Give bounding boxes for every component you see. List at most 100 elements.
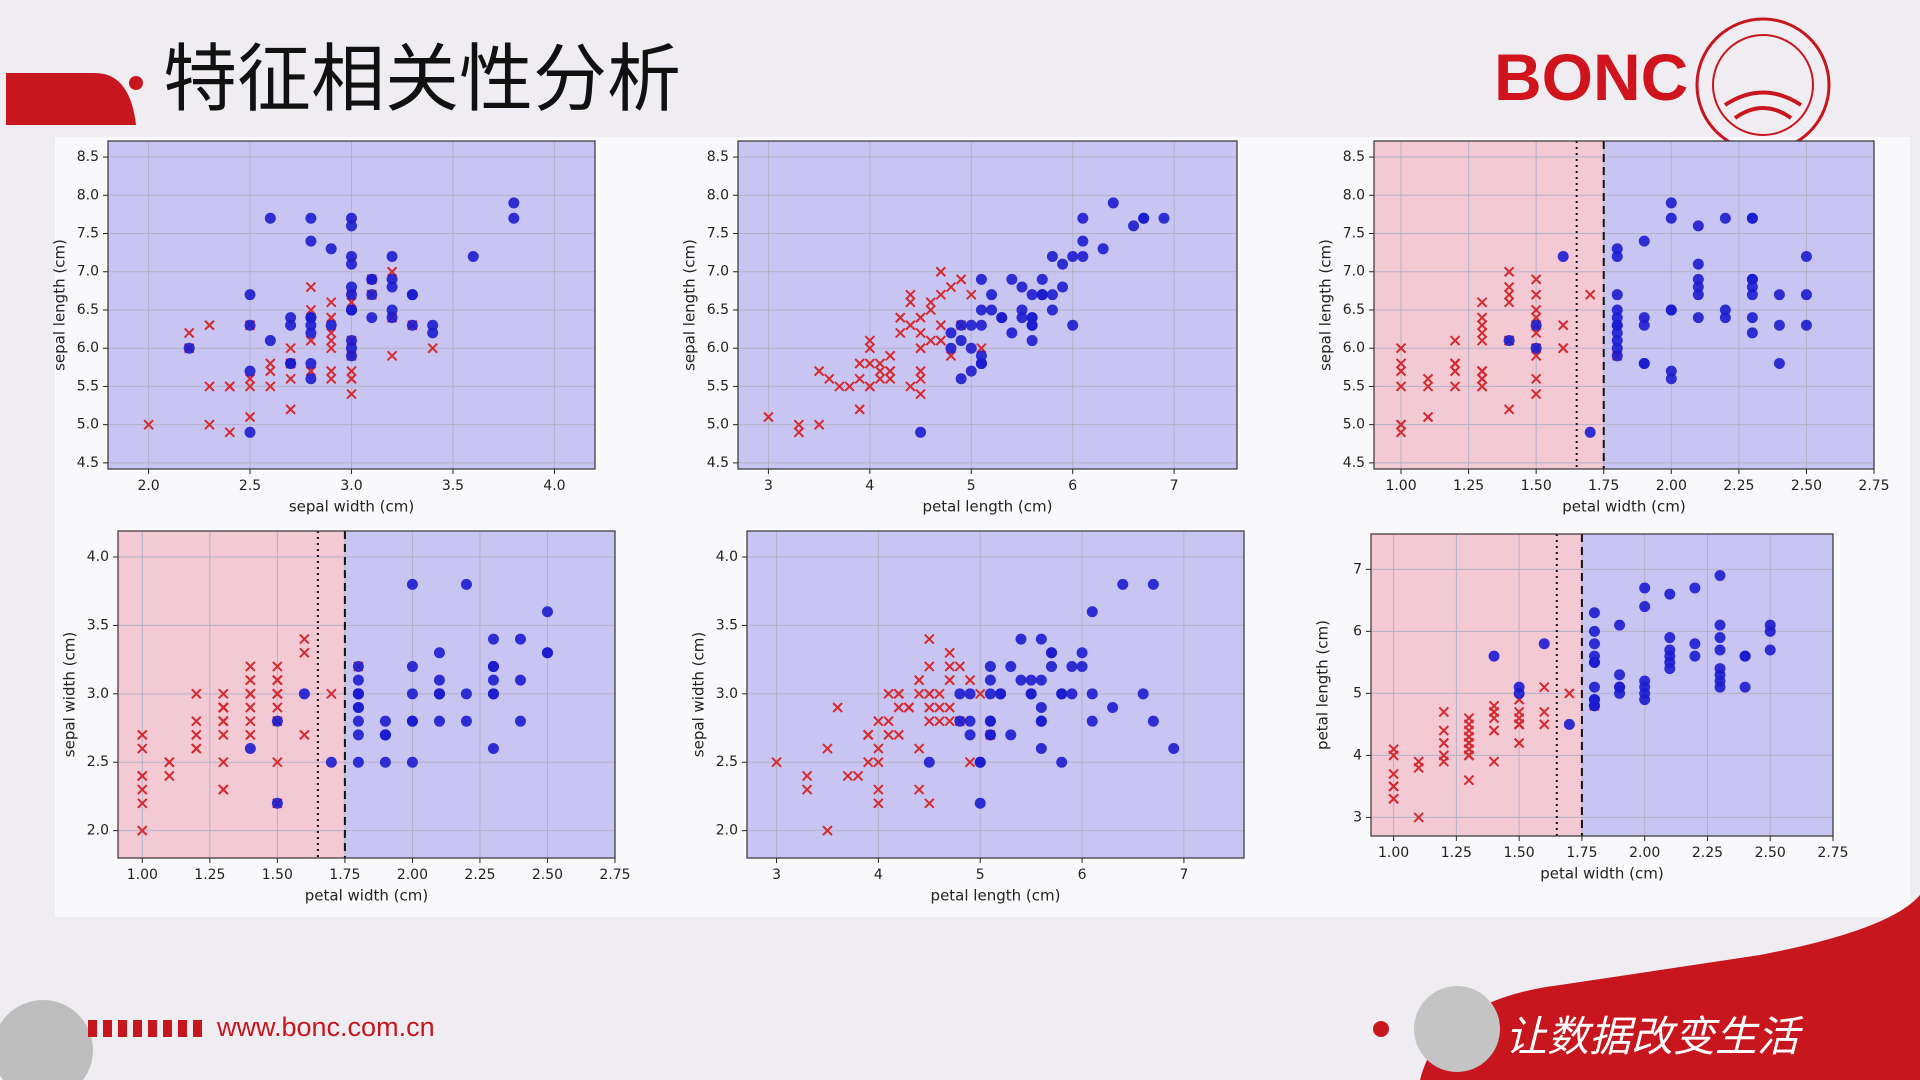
point	[1714, 570, 1726, 582]
point	[204, 381, 215, 392]
point	[1773, 289, 1785, 301]
x-axis-label: petal width (cm)	[305, 887, 428, 905]
point	[1388, 793, 1399, 805]
y-tick-label: 7.0	[707, 264, 729, 280]
point	[1639, 582, 1651, 594]
point	[905, 381, 916, 392]
y-tick-label: 6.5	[77, 302, 99, 318]
point	[272, 688, 283, 700]
point	[218, 757, 229, 768]
x-tick-label: 2.00	[397, 867, 428, 883]
point	[1463, 731, 1475, 742]
point	[1488, 756, 1500, 767]
point	[1463, 743, 1475, 755]
point	[986, 304, 998, 316]
point	[1530, 342, 1542, 354]
point	[1638, 235, 1650, 247]
point	[427, 327, 439, 339]
point	[1664, 650, 1676, 662]
y-axis-label: petal length (cm)	[1314, 620, 1332, 750]
x-tick-label: 2.50	[532, 867, 563, 883]
point	[1664, 663, 1676, 675]
point	[862, 729, 874, 741]
point	[945, 281, 957, 293]
point	[204, 320, 215, 331]
y-axis-label: sepal width (cm)	[61, 632, 79, 757]
point	[1557, 342, 1569, 354]
y-tick-label: 8.5	[77, 149, 99, 165]
point	[862, 757, 874, 768]
point	[514, 674, 526, 686]
point	[1026, 319, 1038, 331]
point	[487, 633, 499, 645]
point	[352, 674, 364, 686]
point	[945, 350, 957, 362]
point	[864, 358, 876, 369]
point	[137, 798, 148, 809]
point	[1057, 258, 1069, 270]
point	[975, 273, 987, 285]
point	[265, 365, 276, 377]
point	[1614, 687, 1626, 699]
y-tick-label: 7.5	[1343, 226, 1365, 242]
point	[965, 319, 977, 331]
point	[244, 411, 256, 423]
y-tick-label: 8.0	[707, 187, 729, 203]
point	[264, 335, 276, 347]
y-tick-label: 4.0	[87, 549, 109, 565]
y-tick-label: 4.5	[707, 455, 729, 471]
point	[427, 319, 439, 331]
point	[1035, 743, 1047, 755]
point	[1611, 342, 1623, 354]
point	[272, 661, 283, 672]
point	[1067, 250, 1079, 262]
point	[1746, 273, 1758, 285]
point	[541, 647, 553, 659]
point	[218, 688, 229, 700]
point	[793, 419, 805, 430]
point	[944, 702, 955, 713]
point	[1588, 656, 1600, 668]
point	[1413, 762, 1424, 773]
point	[346, 350, 357, 362]
point	[1689, 582, 1701, 594]
x-tick-label: 1.50	[262, 867, 293, 883]
point	[352, 688, 364, 700]
point	[305, 373, 317, 385]
y-tick-label: 6.5	[707, 302, 729, 318]
scatter-chart: 3 4 5 6 7 4.5 5.0 5.5 6.0 6.5 7.0 7.5 8.0 8.5 petal le…	[681, 140, 1238, 516]
point	[285, 319, 297, 331]
point	[1614, 669, 1626, 681]
point	[1714, 632, 1726, 644]
point	[935, 335, 947, 346]
point	[965, 342, 977, 354]
y-tick-label: 3.0	[716, 686, 738, 702]
point	[460, 715, 472, 727]
x-tick-label: 2.75	[1817, 845, 1848, 861]
point	[1800, 289, 1812, 301]
x-tick-label: 2.25	[1723, 478, 1754, 494]
plot-frame	[746, 530, 1245, 859]
point	[137, 770, 148, 782]
point	[925, 297, 936, 308]
x-tick-label: 5	[976, 867, 985, 883]
point	[326, 688, 337, 700]
point	[854, 404, 865, 415]
point	[285, 373, 296, 384]
plot-frame	[107, 140, 596, 470]
point	[1530, 304, 1542, 316]
point	[1005, 660, 1017, 672]
point	[801, 784, 813, 795]
point	[346, 373, 357, 384]
point	[964, 757, 976, 768]
point	[915, 373, 926, 384]
point	[771, 757, 782, 768]
point	[924, 798, 935, 809]
point	[245, 702, 256, 713]
x-tick-label: 2.00	[1629, 845, 1660, 861]
point	[1438, 725, 1450, 736]
point	[1639, 675, 1651, 687]
point	[1588, 700, 1600, 712]
point	[137, 743, 148, 754]
point	[406, 660, 418, 672]
